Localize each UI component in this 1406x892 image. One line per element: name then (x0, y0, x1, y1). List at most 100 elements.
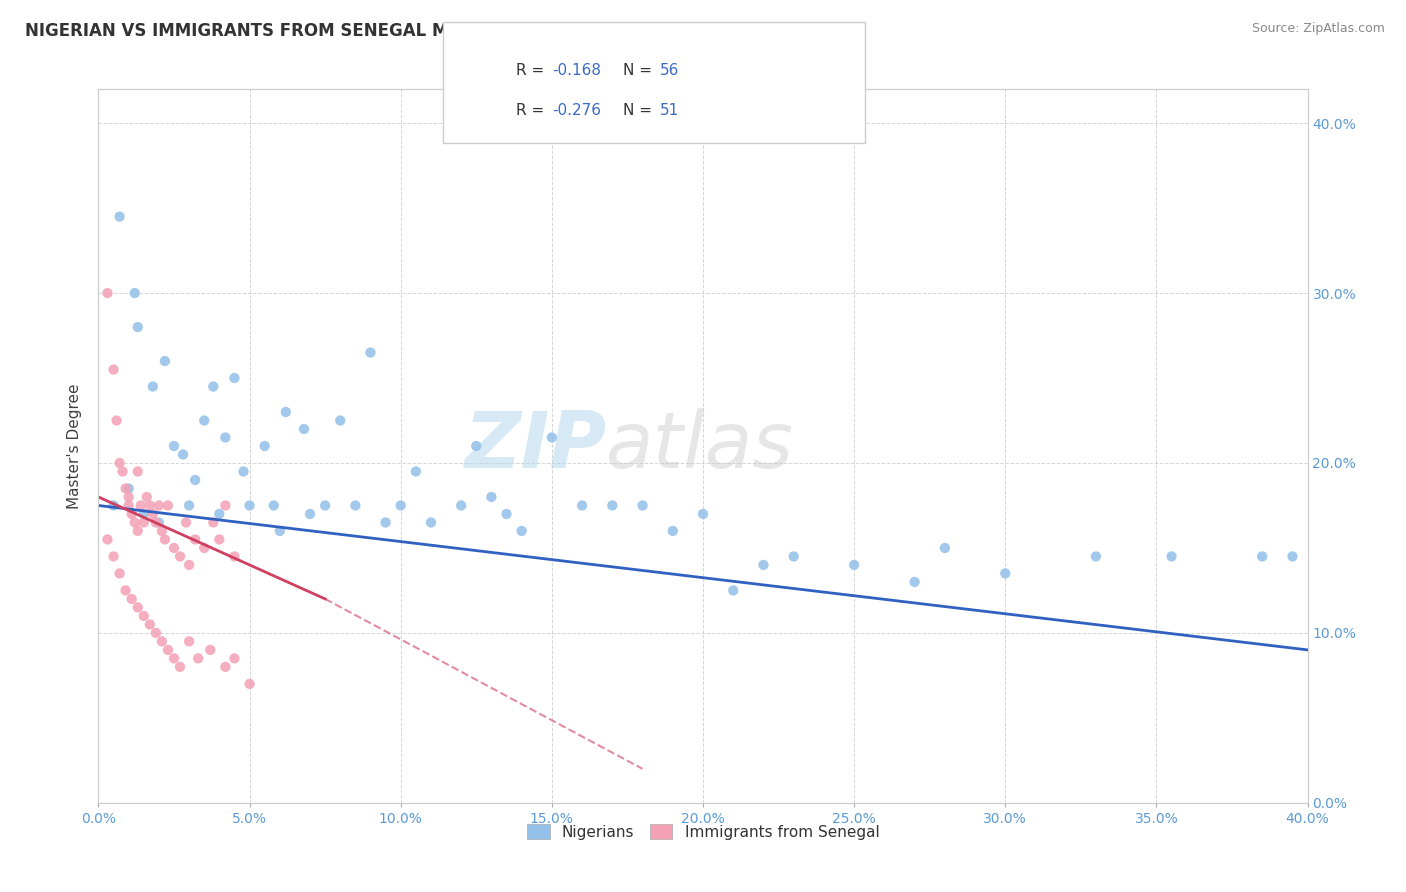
Point (114, 482, 136, 496)
Point (118, 499, 141, 513)
Point (374, 516, 396, 530)
Text: -0.276: -0.276 (553, 103, 602, 118)
Point (124, 286, 146, 301)
Point (156, 643, 179, 657)
Point (344, 499, 367, 513)
Text: 51: 51 (659, 103, 679, 118)
Point (108, 210, 131, 224)
Point (1160, 549, 1182, 564)
Point (602, 499, 624, 513)
Text: ZIP: ZIP (464, 408, 606, 484)
Point (132, 608, 155, 623)
Point (292, 422, 315, 436)
Point (174, 516, 197, 530)
Point (148, 499, 170, 513)
Point (994, 566, 1017, 581)
Point (224, 549, 246, 564)
Point (314, 499, 336, 513)
Point (193, 413, 215, 427)
Point (692, 507, 714, 521)
Point (179, 558, 201, 572)
Point (142, 507, 165, 521)
Point (142, 379, 165, 393)
Point (481, 490, 503, 504)
Point (135, 490, 157, 504)
Point (214, 499, 236, 513)
Text: N =: N = (623, 63, 657, 78)
Point (723, 583, 745, 598)
Text: N =: N = (623, 103, 657, 118)
Point (169, 549, 191, 564)
Point (153, 354, 176, 368)
Point (114, 583, 136, 598)
Point (96, 286, 118, 301)
Point (108, 456, 131, 470)
Text: Source: ZipAtlas.com: Source: ZipAtlas.com (1251, 22, 1385, 36)
Point (360, 345, 382, 359)
Point (150, 524, 173, 538)
Text: NIGERIAN VS IMMIGRANTS FROM SENEGAL MASTER'S DEGREE CORRELATION CHART: NIGERIAN VS IMMIGRANTS FROM SENEGAL MAST… (25, 22, 811, 40)
Point (145, 626, 167, 640)
Point (224, 371, 246, 385)
Point (124, 516, 146, 530)
Point (96, 533, 118, 547)
Text: R =: R = (516, 63, 550, 78)
Point (111, 465, 134, 479)
Point (224, 651, 246, 665)
Point (148, 516, 170, 530)
Point (465, 439, 488, 453)
Point (184, 473, 207, 487)
Point (389, 499, 412, 513)
Point (200, 643, 222, 657)
Point (631, 499, 654, 513)
Point (150, 634, 173, 648)
Point (132, 507, 155, 521)
Point (163, 651, 186, 665)
Text: 56: 56 (659, 63, 679, 78)
Text: R =: R = (516, 103, 550, 118)
Point (179, 499, 201, 513)
Point (571, 499, 593, 513)
Point (153, 533, 176, 547)
Point (752, 558, 775, 572)
Point (103, 362, 125, 376)
Point (127, 465, 149, 479)
Point (269, 524, 291, 538)
Point (661, 524, 683, 538)
Point (1281, 549, 1303, 564)
Point (156, 499, 179, 513)
Point (844, 558, 866, 572)
Point (118, 482, 141, 496)
Point (904, 574, 927, 589)
Point (163, 541, 186, 555)
Point (934, 541, 956, 555)
Point (169, 660, 191, 674)
Point (108, 566, 131, 581)
Point (103, 499, 125, 513)
Point (253, 439, 276, 453)
Legend: Nigerians, Immigrants from Senegal: Nigerians, Immigrants from Senegal (517, 814, 889, 848)
Point (132, 516, 155, 530)
Point (540, 430, 562, 444)
Point (274, 405, 297, 419)
Point (420, 516, 443, 530)
Point (299, 507, 322, 521)
Point (208, 507, 231, 521)
Point (202, 516, 225, 530)
Point (783, 549, 806, 564)
Text: atlas: atlas (606, 408, 794, 484)
Point (239, 499, 262, 513)
Point (1085, 549, 1108, 564)
Point (127, 320, 149, 334)
Point (405, 465, 427, 479)
Point (495, 507, 517, 521)
Point (163, 439, 186, 453)
Point (121, 507, 143, 521)
Point (329, 413, 352, 427)
Point (139, 617, 162, 632)
Point (263, 499, 285, 513)
Point (510, 524, 533, 538)
Point (193, 541, 215, 555)
Point (214, 430, 236, 444)
Point (232, 465, 254, 479)
